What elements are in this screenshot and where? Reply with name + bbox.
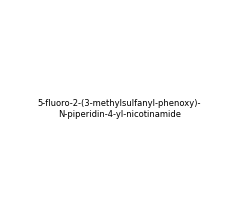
Text: 5-fluoro-2-(3-methylsulfanyl-phenoxy)-
N-piperidin-4-yl-nicotinamide: 5-fluoro-2-(3-methylsulfanyl-phenoxy)- N… <box>38 99 201 119</box>
